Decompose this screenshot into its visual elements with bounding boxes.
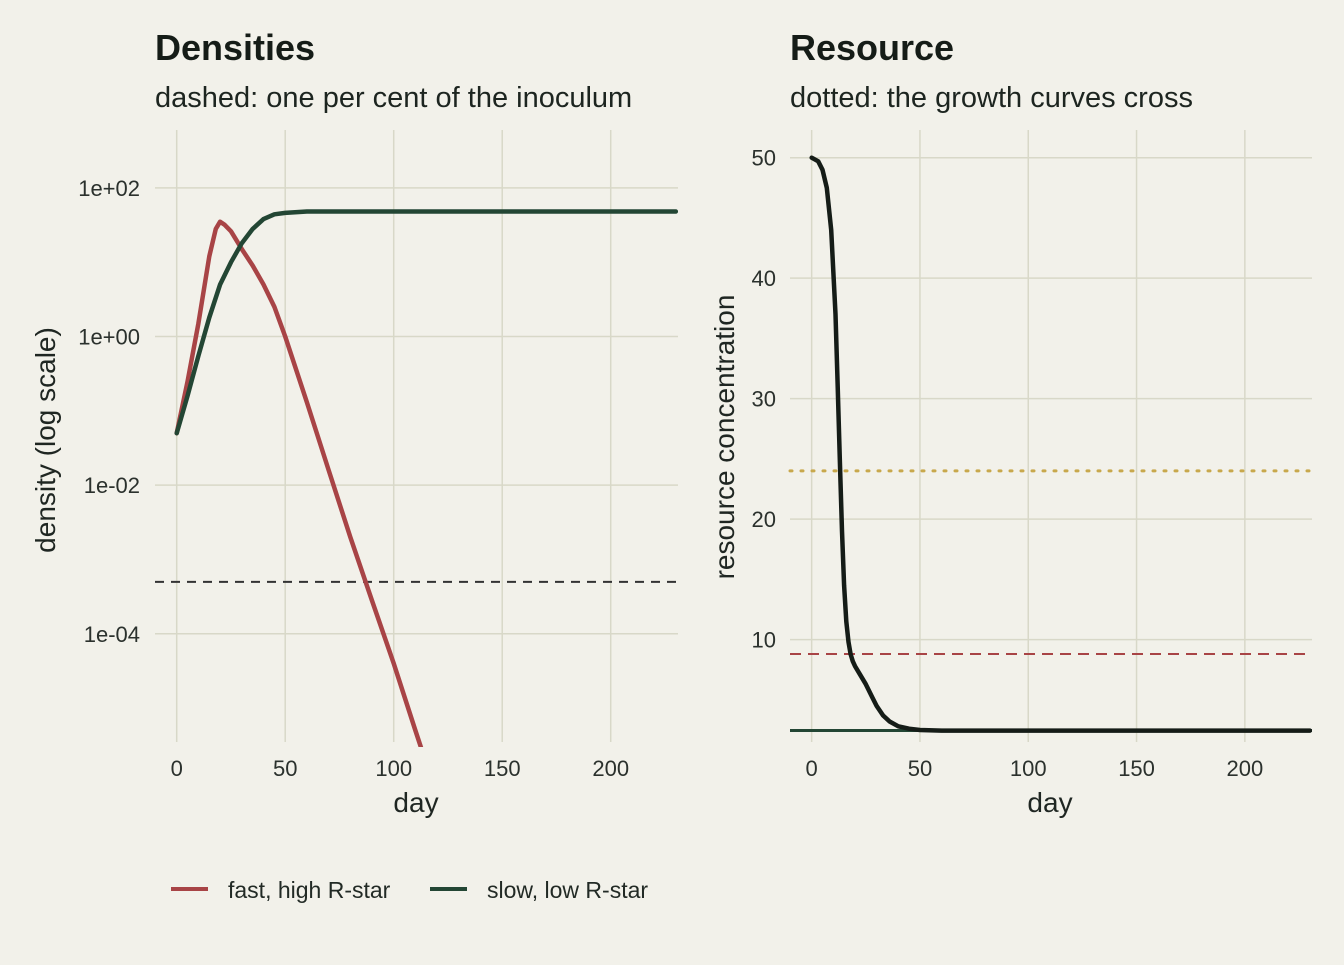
- densities-y-ticks: 1e-04 1e-02 1e+00 1e+02: [78, 176, 140, 647]
- legend-label-fast: fast, high R-star: [228, 877, 391, 903]
- densities-grid: [155, 130, 678, 742]
- x-tick-label: 150: [1118, 756, 1155, 781]
- x-tick-label: 200: [592, 756, 629, 781]
- x-tick-label: 100: [1010, 756, 1047, 781]
- x-tick-label: 0: [171, 756, 183, 781]
- resource-subtitle: dotted: the growth curves cross: [790, 82, 1193, 114]
- y-tick-label: 40: [752, 266, 776, 291]
- resource-x-ticks: 0 50 100 150 200: [806, 756, 1264, 781]
- y-tick-label: 1e+00: [78, 324, 140, 349]
- slow-series-line: [174, 209, 678, 436]
- densities-x-axis-title: day: [393, 787, 438, 818]
- resource-series: [809, 155, 1312, 733]
- resource-x-axis-title: day: [1027, 787, 1072, 818]
- y-tick-label: 50: [752, 146, 776, 171]
- legend-label-slow: slow, low R-star: [487, 877, 648, 903]
- resource-y-ticks: 10 20 30 40 50: [752, 146, 776, 653]
- y-tick-label: 20: [752, 507, 776, 532]
- y-tick-label: 10: [752, 628, 776, 653]
- x-tick-label: 50: [273, 756, 297, 781]
- y-tick-label: 30: [752, 387, 776, 412]
- y-tick-label: 1e-02: [84, 473, 140, 498]
- y-tick-label: 1e-04: [84, 622, 140, 647]
- resource-grid: [790, 130, 1312, 742]
- x-tick-label: 100: [375, 756, 412, 781]
- densities-y-axis-title: density (log scale): [30, 327, 61, 553]
- fast-series-line: [174, 219, 424, 747]
- densities-panel: Densities dashed: one per cent of the in…: [30, 27, 678, 818]
- y-tick-label: 1e+02: [78, 176, 140, 201]
- legend: fast, high R-star slow, low R-star: [171, 877, 648, 903]
- resource-series-line: [809, 155, 1312, 733]
- x-tick-label: 150: [484, 756, 521, 781]
- densities-title: Densities: [155, 27, 315, 68]
- densities-series: [174, 209, 678, 747]
- resource-title: Resource: [790, 27, 954, 68]
- x-tick-label: 0: [806, 756, 818, 781]
- densities-x-ticks: 0 50 100 150 200: [171, 756, 630, 781]
- x-tick-label: 200: [1226, 756, 1263, 781]
- resource-y-axis-title: resource concentration: [709, 295, 740, 580]
- x-tick-label: 50: [908, 756, 932, 781]
- densities-subtitle: dashed: one per cent of the inoculum: [155, 82, 632, 114]
- resource-panel: Resource dotted: the growth curves cross…: [709, 27, 1314, 818]
